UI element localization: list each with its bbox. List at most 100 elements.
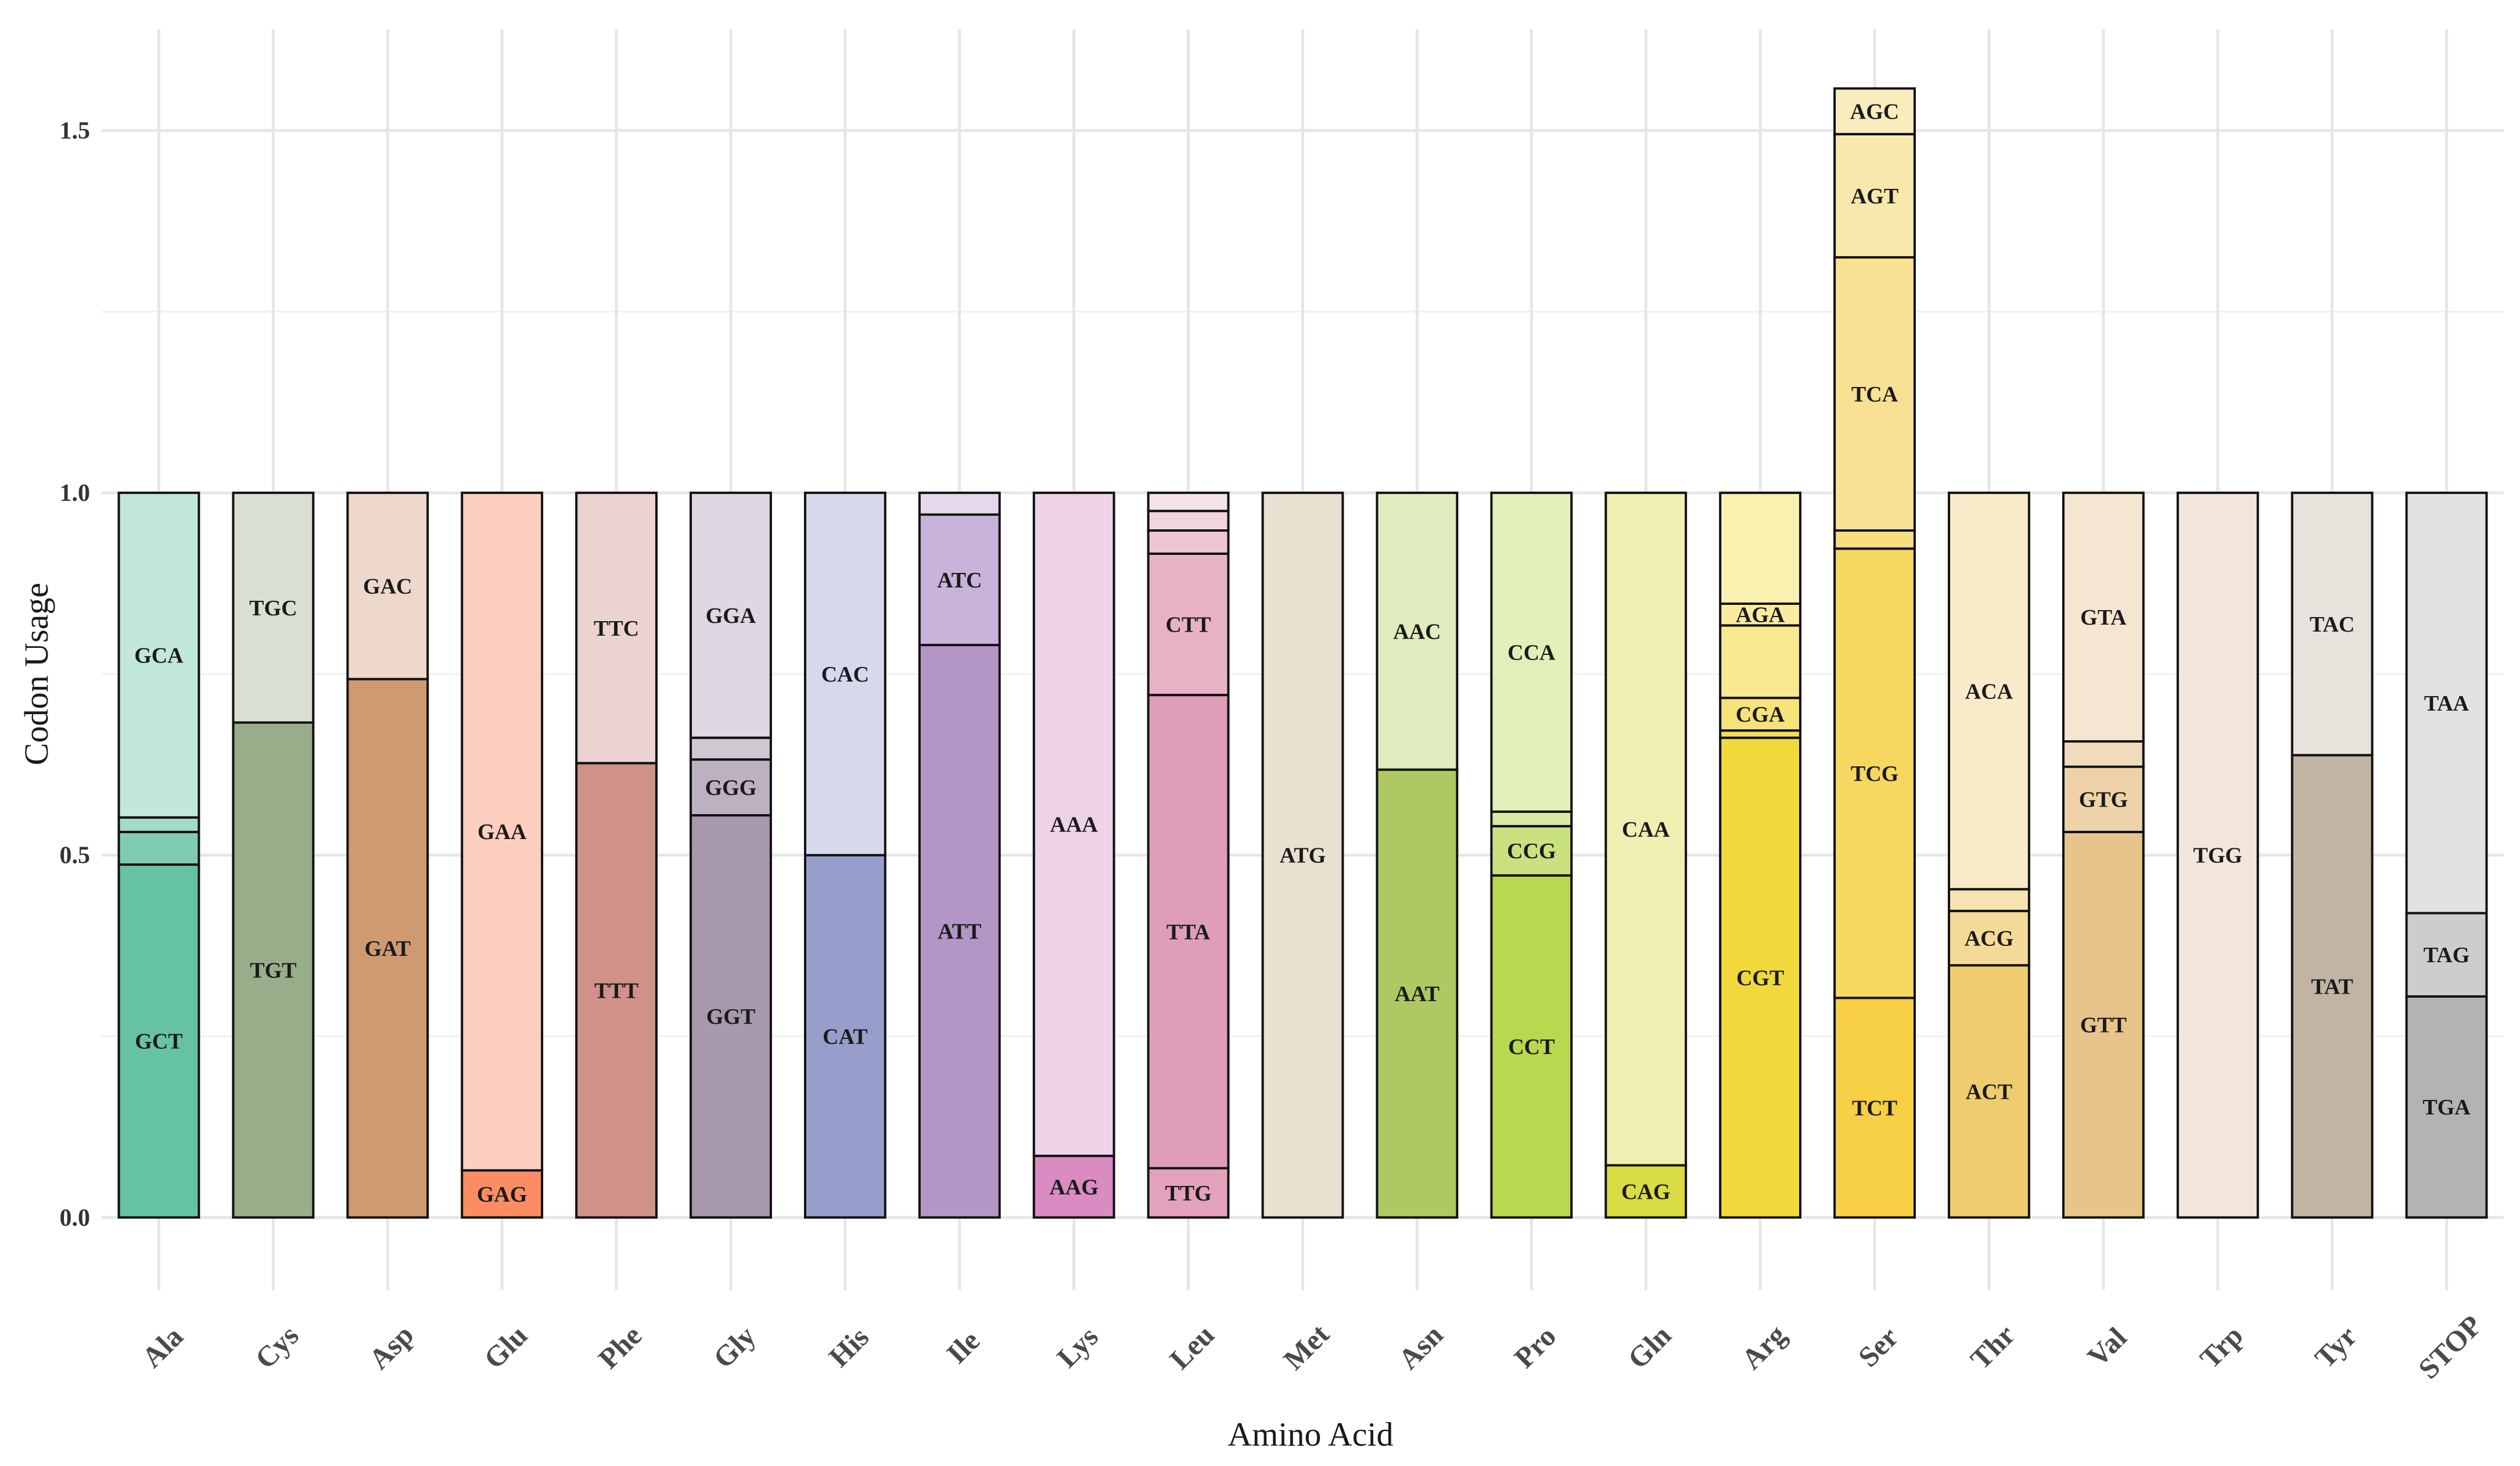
y-tick-label: 0.5 xyxy=(60,843,91,869)
segment-label-agc: AGC xyxy=(1850,100,1899,124)
segment-label-aat: AAT xyxy=(1395,982,1440,1006)
bar-segment-arg-aga xyxy=(1719,602,1802,627)
y-axis: 0.0 0.5 1.0 1.5 xyxy=(60,118,91,1232)
x-tick-label-thr: Thr xyxy=(1964,1318,2022,1376)
segment-label-gag: GAG xyxy=(477,1182,527,1207)
bar-segment-tyr-tac xyxy=(2291,492,2374,757)
segment-label-tac: TAC xyxy=(2310,612,2354,637)
bar-segment-leu-cta xyxy=(1147,529,1230,555)
x-tick-label-tyr: Tyr xyxy=(2309,1320,2363,1374)
x-tick-label-arg: Arg xyxy=(1735,1318,1793,1376)
segment-label-tta: TTA xyxy=(1166,920,1211,944)
bar-segment-phe-ttc xyxy=(575,492,658,765)
segment-label-gta: GTA xyxy=(2080,605,2127,630)
segment-label-gac: GAC xyxy=(363,574,412,598)
segment-label-atc: ATC xyxy=(937,568,982,593)
bar-segment-stop-tga xyxy=(2405,995,2488,1219)
segment-label-tat: TAT xyxy=(2311,974,2353,999)
segment-label-gct: GCT xyxy=(135,1030,182,1054)
segment-label-acg: ACG xyxy=(1965,927,2013,951)
segment-label-act: ACT xyxy=(1966,1080,2012,1104)
segment-label-caa: CAA xyxy=(1622,818,1670,842)
x-tick-label-met: Met xyxy=(1277,1318,1336,1377)
bar-segment-cys-tgc xyxy=(232,492,315,724)
bar-segment-stop-tag xyxy=(2405,912,2488,998)
bar-segment-ile-atc xyxy=(918,513,1001,647)
x-axis-title: Amino Acid xyxy=(1227,1415,1393,1453)
x-tick-label-stop: STOP xyxy=(2412,1309,2488,1385)
bar-segment-ala-gct xyxy=(117,863,200,1219)
x-tick-label-his: His xyxy=(823,1321,875,1374)
segment-label-att: ATT xyxy=(938,920,981,944)
bar-segment-ser-agt xyxy=(1833,132,1916,259)
x-tick-label-trp: Trp xyxy=(2194,1319,2249,1375)
segment-label-tag: TAG xyxy=(2424,943,2470,967)
bar-segment-lys-aag xyxy=(1032,1155,1115,1219)
segment-label-tga: TGA xyxy=(2422,1095,2471,1120)
x-tick-label-lys: Lys xyxy=(1050,1320,1104,1374)
bar-segment-tyr-tat xyxy=(2291,754,2374,1219)
segment-label-tgc: TGC xyxy=(249,596,297,621)
bar-segment-thr-act xyxy=(1948,964,2030,1219)
x-tick-label-gly: Gly xyxy=(707,1320,762,1375)
bar-segment-cys-tgt xyxy=(232,721,315,1219)
segment-label-ggg: GGG xyxy=(705,776,757,800)
bar-segment-gly-ggt xyxy=(690,814,772,1219)
bar-segment-asp-gac xyxy=(346,492,429,680)
bar-segment-trp-tgg xyxy=(2176,492,2259,1219)
bar-segment-ala-gca xyxy=(117,492,200,819)
bar-segment-val-gtc xyxy=(2062,740,2145,768)
y-tick-label: 1.5 xyxy=(60,118,91,145)
bar-segment-leu-ctt xyxy=(1147,552,1230,697)
bar-segment-thr-aca xyxy=(1948,492,2030,891)
segment-label-tgg: TGG xyxy=(2194,844,2242,868)
x-tick-label-pro: Pro xyxy=(1507,1320,1562,1374)
bar-segment-ala-gcc xyxy=(117,816,200,833)
segment-label-aac: AAC xyxy=(1393,619,1441,644)
bar-segment-glu-gag xyxy=(461,1169,544,1219)
x-tick-label-asp: Asp xyxy=(362,1318,420,1376)
segment-label-ggt: GGT xyxy=(706,1005,755,1029)
bars-layer xyxy=(117,87,2488,1219)
bar-segment-gly-ggc xyxy=(690,736,772,761)
x-axis: Ala Cys Asp Glu Phe Gly His Ile Lys Leu Met Asn Pro G… xyxy=(135,1309,2488,1385)
bar-segment-lys-aaa xyxy=(1032,492,1115,1157)
segment-label-cag: CAG xyxy=(1621,1180,1670,1204)
segment-label-cga: CGA xyxy=(1736,702,1785,727)
x-tick-label-gln: Gln xyxy=(1621,1319,1678,1375)
bar-segment-ile-att xyxy=(918,644,1001,1219)
bar-segment-ser-tct xyxy=(1833,997,1916,1219)
bar-segment-arg-cga xyxy=(1719,697,1802,732)
bar-segment-gly-gga xyxy=(690,492,772,739)
segment-label-gtt: GTT xyxy=(2080,1013,2127,1038)
bar-segment-gln-cag xyxy=(1604,1164,1688,1219)
x-tick-label-ser: Ser xyxy=(1852,1321,1905,1374)
segment-label-ttt: TTT xyxy=(594,978,638,1003)
x-tick-label-ala: Ala xyxy=(135,1320,189,1374)
bar-segment-gln-caa xyxy=(1604,492,1688,1167)
bar-segment-met-atg xyxy=(1261,492,1344,1219)
segment-label-agt: AGT xyxy=(1851,184,1898,209)
bar-segment-asn-aat xyxy=(1376,768,1459,1219)
x-tick-label-cys: Cys xyxy=(249,1319,305,1375)
bar-segment-pro-cca xyxy=(1490,492,1573,813)
bar-segment-ser-tcc xyxy=(1833,529,1916,550)
segment-label-gca: GCA xyxy=(134,644,184,668)
bar-segment-gly-ggg xyxy=(690,758,772,817)
segment-label-cac: CAC xyxy=(821,662,869,687)
bar-segment-pro-cct xyxy=(1490,874,1573,1219)
segment-labels-layer: GCT GCA TGT TGC GAT GAC GAG GAA TTT TTC GGT GGG GGA C… xyxy=(134,100,2471,1207)
segment-label-tgt: TGT xyxy=(250,958,296,983)
bar-segment-phe-ttt xyxy=(575,762,658,1219)
segment-label-aga: AGA xyxy=(1736,603,1785,628)
bar-segment-pro-ccg xyxy=(1490,825,1573,877)
segment-label-gga: GGA xyxy=(706,604,756,628)
segment-label-cct: CCT xyxy=(1508,1035,1555,1059)
bar-segment-val-gta xyxy=(2062,492,2145,743)
segment-label-gat: GAT xyxy=(364,937,411,961)
segment-label-aca: ACA xyxy=(1965,679,2013,704)
segment-label-cat: CAT xyxy=(823,1025,867,1049)
segment-label-cgt: CGT xyxy=(1736,966,1784,990)
segment-label-atg: ATG xyxy=(1280,844,1326,868)
